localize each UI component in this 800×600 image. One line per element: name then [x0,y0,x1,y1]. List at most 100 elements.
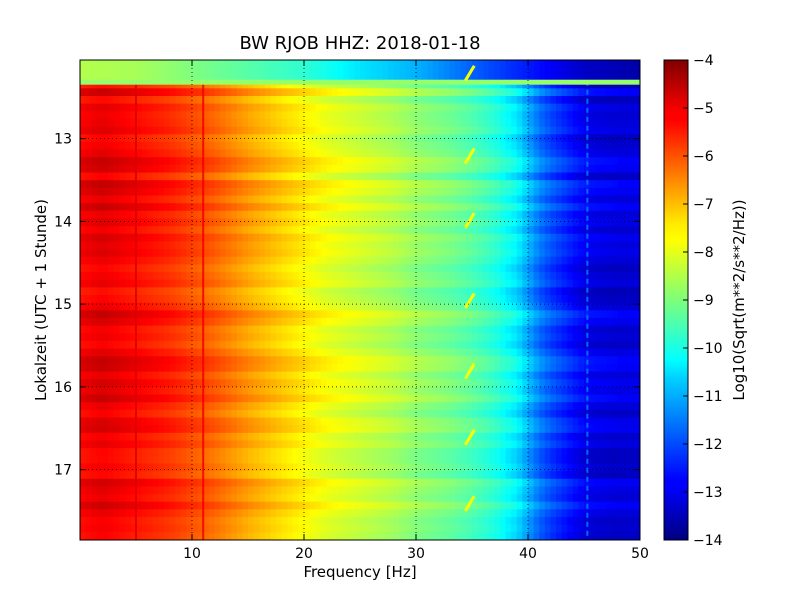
heatmap-cell [242,440,249,449]
heatmap-cell [511,180,518,189]
heatmap-cell [600,195,607,204]
heatmap-cell [544,440,551,449]
heatmap-cell [315,432,322,442]
heatmap-cell [556,226,563,235]
heatmap-cell [281,241,288,250]
heatmap-cell [449,417,456,426]
heatmap-cell [360,256,367,266]
heatmap-cell [124,233,131,243]
heatmap-cell [315,417,322,426]
heatmap-cell [320,333,327,342]
heatmap-cell [444,226,451,235]
heatmap-cell [449,325,456,334]
heatmap-cell [382,256,389,266]
heatmap-cell [80,103,87,112]
heatmap-cell [147,103,154,112]
heatmap-cell [158,272,165,281]
heatmap-cell [186,302,193,311]
heatmap-cell [561,157,568,166]
heatmap-cell [236,318,243,327]
heatmap-cell [147,157,154,166]
heatmap-cell [600,340,607,350]
heatmap-cell [399,432,406,442]
heatmap-cell [539,96,546,105]
heatmap-cell [332,440,339,449]
heatmap-cell [281,348,288,357]
heatmap-cell [259,279,266,288]
heatmap-cell [584,157,591,166]
heatmap-cell [164,118,171,128]
heatmap-cell [220,417,227,426]
heatmap-cell [466,88,473,97]
heatmap-cell [231,272,238,281]
heatmap-cell [483,394,490,403]
heatmap-cell [242,88,249,97]
heatmap-cell [628,440,635,449]
heatmap-cell [152,60,159,81]
heatmap-cell [320,149,327,158]
heatmap-cell [561,440,568,449]
heatmap-cell [248,379,255,388]
heatmap-cell [354,318,361,327]
heatmap-cell [320,340,327,350]
heatmap-cell [466,302,473,311]
heatmap-cell [287,88,294,97]
heatmap-cell [281,103,288,112]
heatmap-cell [376,295,383,304]
heatmap-cell [343,310,350,319]
heatmap-cell [147,226,154,235]
heatmap-cell [348,325,355,334]
heatmap-cell [119,318,126,327]
heatmap-cell [91,348,98,357]
heatmap-cell [600,363,607,373]
heatmap-cell [80,425,87,434]
heatmap-cell [320,379,327,388]
heatmap-cell [147,325,154,334]
heatmap-cell [539,333,546,342]
heatmap-cell [572,233,579,243]
heatmap-cell [606,218,613,227]
heatmap-cell [365,272,372,281]
heatmap-cell [192,80,199,89]
heatmap-cell [511,210,518,220]
heatmap-cell [164,80,171,89]
heatmap-cell [175,172,182,181]
heatmap-cell [96,302,103,311]
heatmap-cell [444,448,451,457]
heatmap-cell [393,249,400,258]
heatmap-cell [595,203,602,212]
heatmap-cell [382,325,389,334]
heatmap-cell [623,356,630,365]
heatmap-cell [124,371,131,380]
heatmap-cell [528,149,535,158]
heatmap-cell [343,118,350,128]
heatmap-cell [113,272,120,281]
heatmap-cell [298,295,305,304]
heatmap-cell [466,111,473,120]
heatmap-cell [427,241,434,250]
heatmap-cell [326,141,333,151]
heatmap-cell [472,241,479,250]
heatmap-cell [628,394,635,403]
heatmap-cell [567,218,574,227]
heatmap-cell [136,226,143,235]
heatmap-cell [606,425,613,434]
heatmap-cell [628,340,635,350]
heatmap-cell [472,233,479,243]
heatmap-cell [589,164,596,174]
heatmap-cell [617,180,624,189]
heatmap-cell [225,241,232,250]
heatmap-cell [264,164,271,174]
heatmap-cell [494,409,501,419]
heatmap-cell [634,425,640,434]
heatmap-cell [348,386,355,396]
heatmap-cell [371,118,378,128]
heatmap-cell [315,218,322,227]
heatmap-cell [505,440,512,449]
heatmap-cell [208,134,215,143]
heatmap-cell [589,417,596,426]
heatmap-cell [343,356,350,365]
heatmap-cell [203,295,210,304]
heatmap-cell [332,348,339,357]
heatmap-cell [382,425,389,434]
